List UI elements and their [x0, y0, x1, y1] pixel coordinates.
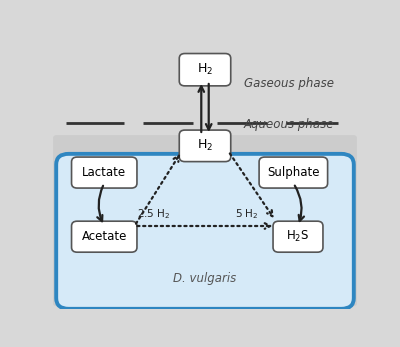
FancyBboxPatch shape — [179, 53, 231, 86]
Text: H$_2$S: H$_2$S — [286, 229, 310, 244]
Text: D. vulgaris: D. vulgaris — [173, 272, 237, 285]
Text: Aqueous phase: Aqueous phase — [244, 118, 334, 131]
FancyBboxPatch shape — [72, 157, 137, 188]
FancyBboxPatch shape — [56, 154, 354, 309]
FancyBboxPatch shape — [53, 135, 357, 306]
Text: 5 H$_2$: 5 H$_2$ — [235, 207, 259, 221]
Text: Lactate: Lactate — [82, 166, 126, 179]
FancyBboxPatch shape — [259, 157, 328, 188]
FancyBboxPatch shape — [273, 221, 323, 252]
Text: H$_2$: H$_2$ — [197, 62, 213, 77]
Text: Gaseous phase: Gaseous phase — [244, 77, 334, 90]
FancyBboxPatch shape — [179, 130, 231, 162]
Text: Acetate: Acetate — [82, 230, 127, 243]
Text: 2.5 H$_2$: 2.5 H$_2$ — [137, 207, 171, 221]
Text: Sulphate: Sulphate — [267, 166, 320, 179]
FancyBboxPatch shape — [72, 221, 137, 252]
Text: H$_2$: H$_2$ — [197, 138, 213, 153]
